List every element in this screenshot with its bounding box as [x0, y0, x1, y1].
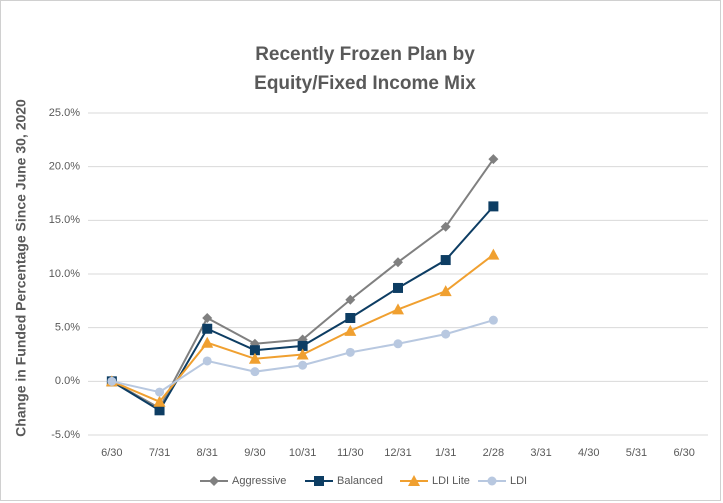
marker — [440, 221, 451, 232]
y-tick-label: -5.0% — [51, 429, 80, 441]
y-tick-label: 5.0% — [55, 322, 80, 334]
marker — [202, 313, 213, 324]
legend-label: Balanced — [337, 475, 383, 487]
legend-label: LDI — [510, 475, 527, 487]
marker — [153, 395, 166, 407]
x-tick-label: 1/31 — [435, 447, 456, 459]
marker — [202, 356, 212, 366]
x-tick-label: 10/31 — [289, 447, 317, 459]
marker — [202, 323, 213, 334]
marker — [345, 313, 356, 324]
legend-marker — [487, 476, 497, 486]
marker — [393, 257, 403, 268]
marker — [248, 352, 261, 364]
x-tick-label: 4/30 — [578, 447, 599, 459]
x-tick-label: 9/30 — [244, 447, 265, 459]
marker — [345, 347, 355, 357]
marker — [393, 282, 403, 293]
y-tick-label: 0.0% — [55, 375, 80, 387]
marker — [249, 345, 260, 356]
x-tick-label: 12/31 — [384, 447, 412, 459]
marker — [154, 405, 165, 416]
marker — [298, 360, 308, 370]
x-tick-label: 11/30 — [337, 447, 364, 459]
chart-title: Equity/Fixed Income Mix — [254, 73, 476, 94]
x-tick-label: 6/30 — [673, 447, 694, 459]
x-tick-label: 8/31 — [197, 447, 218, 459]
marker — [344, 324, 357, 336]
marker — [392, 303, 404, 315]
y-tick-label: 25.0% — [49, 107, 80, 119]
x-tick-label: 7/31 — [149, 447, 170, 459]
marker — [488, 201, 499, 212]
legend-marker — [408, 475, 420, 486]
marker — [488, 315, 498, 325]
marker — [107, 376, 117, 386]
marker — [439, 285, 452, 297]
marker — [250, 367, 260, 377]
legend-label: LDI Lite — [432, 475, 470, 487]
legend-marker — [209, 476, 219, 486]
y-tick-label: 10.0% — [49, 268, 80, 280]
marker — [201, 336, 214, 348]
marker — [155, 387, 165, 397]
legend-marker — [314, 476, 324, 486]
y-axis-label: Change in Funded Percentage Since June 3… — [13, 99, 29, 437]
x-tick-label: 3/31 — [530, 447, 551, 459]
x-tick-label: 6/30 — [101, 447, 122, 459]
y-tick-label: 15.0% — [49, 214, 80, 226]
marker — [488, 154, 499, 165]
marker — [487, 248, 500, 260]
marker — [297, 340, 308, 351]
x-tick-label: 2/28 — [483, 447, 504, 459]
x-tick-label: 5/31 — [626, 447, 647, 459]
legend-label: Aggressive — [232, 475, 286, 487]
y-tick-label: 20.0% — [49, 161, 80, 173]
marker — [345, 294, 356, 305]
marker — [296, 348, 309, 360]
marker — [393, 339, 403, 349]
marker — [440, 255, 451, 266]
marker — [441, 329, 451, 339]
chart-title: Recently Frozen Plan by — [255, 44, 475, 65]
